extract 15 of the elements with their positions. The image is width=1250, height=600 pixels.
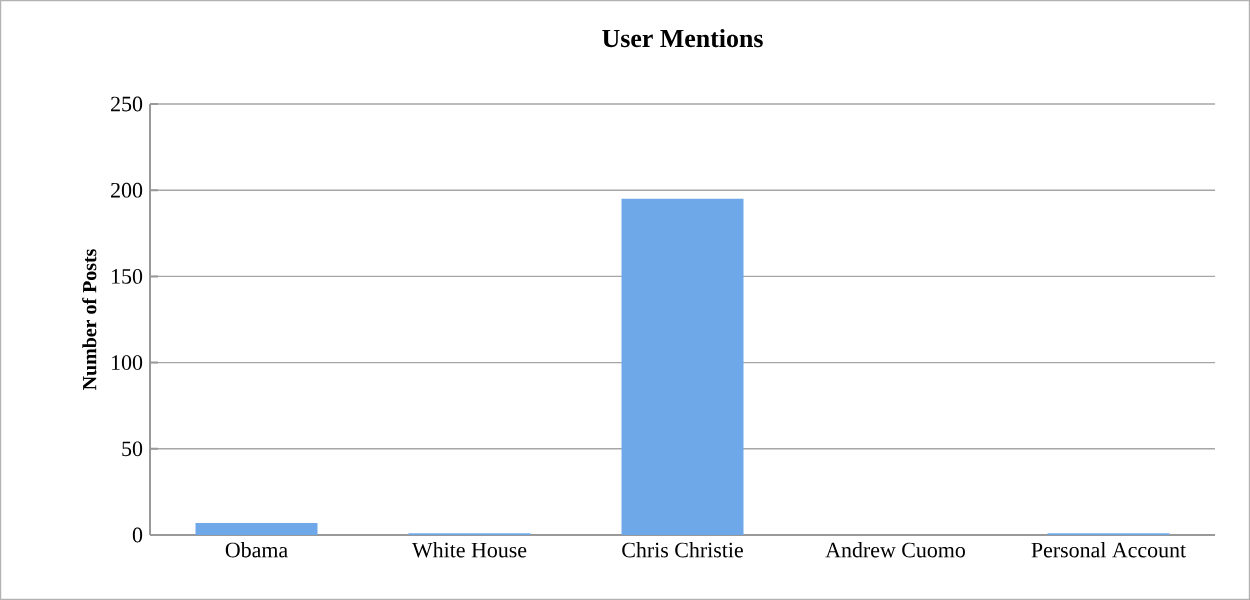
bar [195, 522, 318, 535]
y-tick-label: 100 [112, 355, 143, 370]
y-tick-label: 200 [111, 182, 143, 198]
x-tick-label: Personal Account [1031, 542, 1187, 558]
chart-title: User Mentions [602, 28, 763, 48]
y-tick-label: 250 [111, 96, 143, 112]
y-tick-label: 0 [132, 527, 143, 543]
y-axis-title: Number of Posts [82, 249, 97, 390]
x-tick-label: Chris Christie [622, 542, 743, 558]
bar [621, 198, 744, 535]
y-tick-label: 150 [112, 269, 143, 284]
x-tick-label: Obama [225, 542, 288, 558]
y-tick-label: 50 [122, 441, 143, 457]
x-tick-label: White House [412, 542, 527, 558]
x-tick-label: Andrew Cuomo [825, 542, 965, 558]
